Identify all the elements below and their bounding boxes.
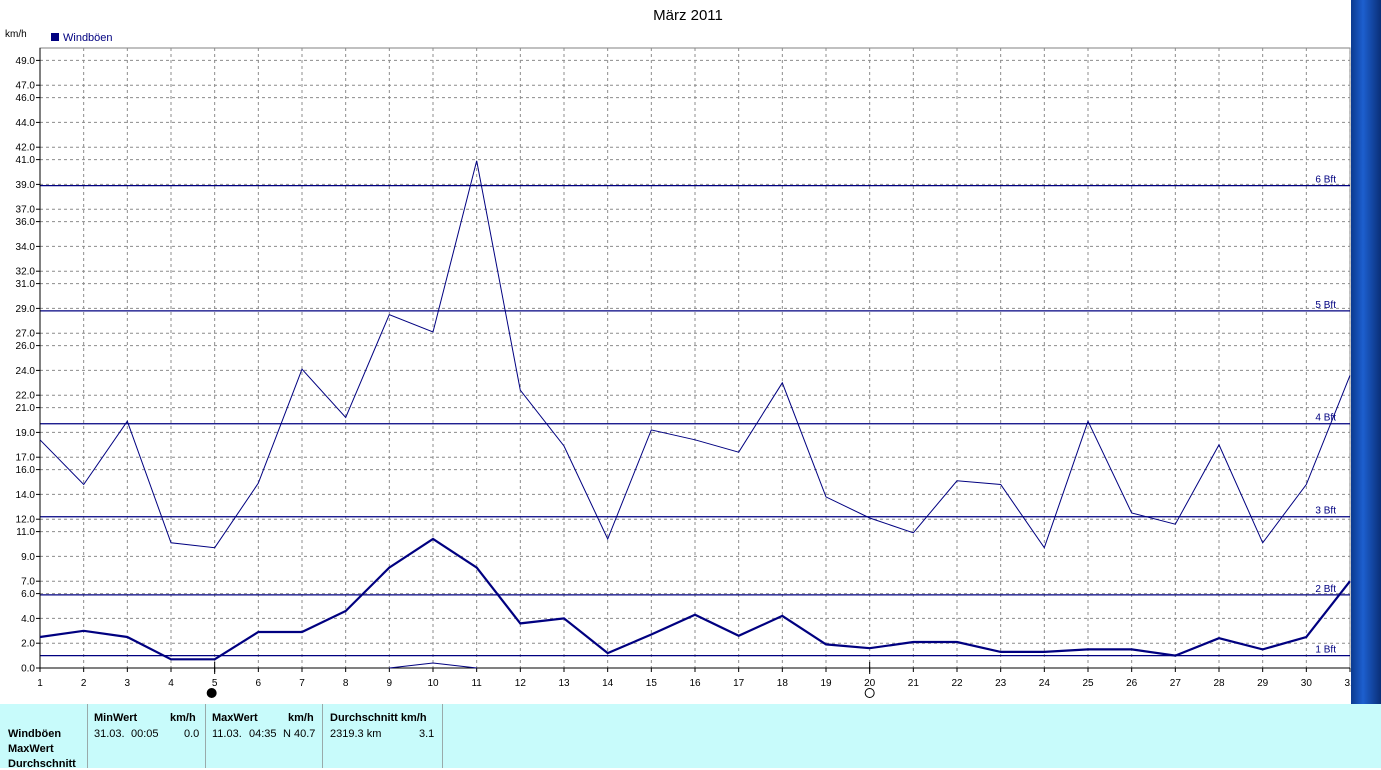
x-tick-label: 14 (602, 678, 614, 689)
reference-line-label: 2 Bft (1315, 584, 1336, 595)
y-tick-label: 31.0 (16, 279, 36, 290)
y-tick-label: 17.0 (16, 453, 36, 464)
window-edge (1351, 0, 1381, 704)
x-tick-label: 6 (256, 678, 262, 689)
y-tick-label: 41.0 (16, 155, 36, 166)
y-tick-label: 32.0 (16, 267, 36, 278)
row-label-windboeen: Windböen (8, 728, 61, 740)
chart-area: März 2011 km/h Windböen 1 Bft 2 Bft 3 Bft 4… (0, 0, 1351, 704)
y-tick-label: 4.0 (21, 614, 35, 625)
y-tick-label: 44.0 (16, 118, 36, 129)
max-unit: km/h (288, 712, 314, 724)
y-tick-label: 34.0 (16, 242, 36, 253)
moon-phases (207, 662, 874, 698)
reference-line-label: 6 Bft (1315, 175, 1336, 186)
x-tick-label: 30 (1301, 678, 1313, 689)
y-tick-label: 6.0 (21, 589, 35, 600)
x-tick-label: 21 (908, 678, 920, 689)
x-tick-label: 29 (1257, 678, 1269, 689)
y-tick-label: 27.0 (16, 329, 36, 340)
x-tick-label: 28 (1213, 678, 1225, 689)
x-tick-label: 25 (1082, 678, 1094, 689)
x-tick-label: 24 (1039, 678, 1051, 689)
min-header: MinWert (94, 712, 137, 724)
min-date: 31.03. (94, 728, 125, 740)
y-tick-label: 2.0 (21, 639, 35, 650)
y-tick-label: 19.0 (16, 428, 36, 439)
average-column: Durchschnitt km/h 2319.3 km 3.1 (322, 704, 443, 768)
y-tick-label: 46.0 (16, 93, 36, 104)
x-tick-label: 2 (81, 678, 87, 689)
x-tick-label: 10 (427, 678, 439, 689)
x-tick-label: 27 (1170, 678, 1182, 689)
y-tick-label: 14.0 (16, 490, 36, 501)
series-line-1 (40, 539, 1350, 659)
y-tick-label: 36.0 (16, 217, 36, 228)
y-tick-label: 49.0 (16, 56, 36, 67)
x-tick-label: 1 (37, 678, 43, 689)
max-value: N 40.7 (283, 728, 315, 740)
x-tick-label: 18 (777, 678, 789, 689)
min-value: 0.0 (184, 728, 199, 740)
max-time: 04:35 (249, 728, 277, 740)
x-tick-label: 4 (168, 678, 174, 689)
avg-header: Durchschnitt km/h (330, 712, 427, 724)
max-column: MaxWert km/h 11.03. 04:35 N 40.7 (205, 704, 323, 768)
avg-value: 3.1 (419, 728, 434, 740)
y-tick-label: 47.0 (16, 81, 36, 92)
x-tick-label: 17 (733, 678, 745, 689)
avg-distance: 2319.3 km (330, 728, 381, 740)
x-tick-label: 12 (515, 678, 527, 689)
y-tick-label: 26.0 (16, 341, 36, 352)
y-tick-label: 16.0 (16, 465, 36, 476)
legend-swatch (51, 33, 59, 41)
y-tick-label: 42.0 (16, 143, 36, 154)
min-unit: km/h (170, 712, 196, 724)
x-tick-label: 26 (1126, 678, 1138, 689)
y-tick-label: 29.0 (16, 304, 36, 315)
min-column: MinWert km/h 31.03. 00:05 0.0 (87, 704, 206, 768)
x-tick-label: 7 (299, 678, 305, 689)
x-tick-label: 15 (646, 678, 658, 689)
x-tick-label: 23 (995, 678, 1007, 689)
x-tick-label: 5 (212, 678, 218, 689)
legend-label: Windböen (63, 32, 113, 44)
legend: Windböen (51, 32, 113, 44)
y-tick-label: 37.0 (16, 205, 36, 216)
row-label-maxwert: MaxWert (8, 743, 54, 755)
x-tick-label: 19 (820, 678, 832, 689)
reference-line-label: 3 Bft (1315, 506, 1336, 517)
reference-line-label: 1 Bft (1315, 645, 1336, 656)
x-tick-label: 13 (558, 678, 570, 689)
min-time: 00:05 (131, 728, 159, 740)
new-moon-icon (207, 689, 216, 698)
max-date: 11.03. (212, 728, 242, 740)
y-tick-label: 7.0 (21, 577, 35, 588)
y-tick-label: 9.0 (21, 552, 35, 563)
x-tick-label: 3 (125, 678, 131, 689)
row-label-durchschnitt: Durchschnitt (8, 758, 76, 770)
max-header: MaxWert (212, 712, 258, 724)
x-tick-label: 8 (343, 678, 349, 689)
chart-title: März 2011 (653, 7, 723, 24)
x-tick-label: 9 (387, 678, 393, 689)
y-tick-label: 24.0 (16, 366, 36, 377)
x-tick-label: 22 (951, 678, 963, 689)
reference-line-label: 5 Bft (1315, 300, 1336, 311)
y-axis: 0.0 2.0 4.0 6.07.0 9.0 11.012.0 14.0 16.017.0 19… (16, 48, 40, 675)
y-tick-label: 0.0 (21, 664, 35, 675)
grid (40, 48, 1350, 668)
y-tick-label: 21.0 (16, 403, 36, 414)
y-tick-label: 39.0 (16, 180, 36, 191)
x-tick-label: 16 (689, 678, 701, 689)
y-tick-label: 22.0 (16, 391, 36, 402)
full-moon-icon (865, 689, 874, 698)
x-tick-label: 20 (864, 678, 876, 689)
y-tick-label: 12.0 (16, 515, 36, 526)
y-tick-label: 11.0 (16, 527, 35, 538)
y-axis-unit: km/h (5, 29, 27, 40)
x-tick-label: 11 (471, 678, 482, 689)
statistics-panel: Windböen MaxWert Durchschnitt MinWert km… (0, 704, 1381, 768)
